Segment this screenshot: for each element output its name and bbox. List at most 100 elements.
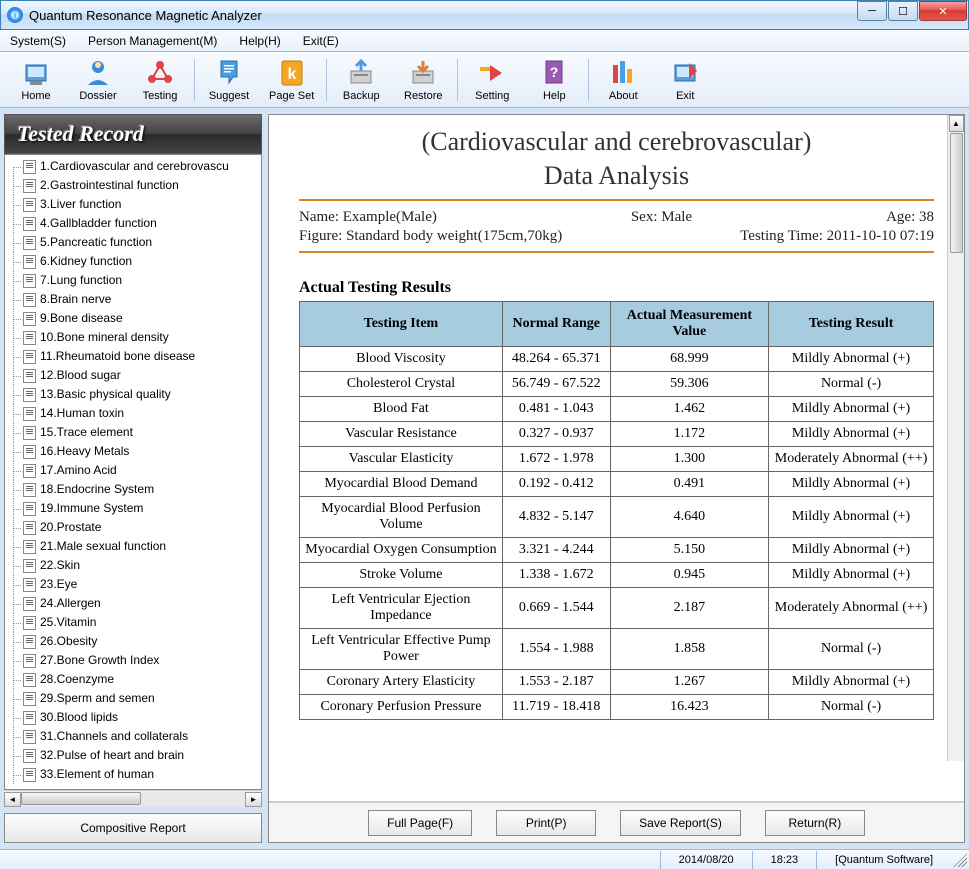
sidebar-item-label: 12.Blood sugar (40, 367, 121, 384)
status-date: 2014/08/20 (660, 851, 752, 869)
close-button[interactable]: ✕ (919, 1, 967, 21)
sidebar-item-label: 26.Obesity (40, 633, 97, 650)
minimize-button[interactable]: ─ (857, 1, 887, 21)
sidebar-item[interactable]: 14.Human toxin (5, 404, 261, 423)
table-cell: 1.462 (610, 396, 769, 421)
sidebar-item[interactable]: 3.Liver function (5, 195, 261, 214)
fullpage-button[interactable]: Full Page(F) (368, 810, 472, 836)
menu-exit[interactable]: Exit(E) (297, 32, 345, 50)
sidebar-item[interactable]: 12.Blood sugar (5, 366, 261, 385)
toolbar-restore-label: Restore (404, 90, 443, 102)
sidebar-item-label: 31.Channels and collaterals (40, 728, 188, 745)
about-icon (607, 57, 639, 89)
sidebar-item[interactable]: 5.Pancreatic function (5, 233, 261, 252)
scroll-track[interactable] (21, 792, 245, 807)
sidebar-item[interactable]: 2.Gastrointestinal function (5, 176, 261, 195)
sidebar-item[interactable]: 30.Blood lipids (5, 708, 261, 727)
toolbar-backup[interactable]: Backup (331, 55, 391, 104)
sidebar-item[interactable]: 26.Obesity (5, 632, 261, 651)
sidebar-item[interactable]: 18.Endocrine System (5, 480, 261, 499)
sidebar-item[interactable]: 29.Sperm and semen (5, 689, 261, 708)
toolbar-setting[interactable]: Setting (462, 55, 522, 104)
sidebar-item[interactable]: 24.Allergen (5, 594, 261, 613)
toolbar-home[interactable]: Home (6, 55, 66, 104)
table-cell: 0.481 - 1.043 (502, 396, 610, 421)
save-report-button[interactable]: Save Report(S) (620, 810, 741, 836)
svg-text:?: ? (550, 64, 559, 80)
table-cell: 0.945 (610, 562, 769, 587)
document-icon (23, 255, 36, 269)
table-row: Myocardial Blood Demand0.192 - 0.4120.49… (300, 471, 934, 496)
table-cell: Coronary Perfusion Pressure (300, 694, 503, 719)
sidebar-item[interactable]: 21.Male sexual function (5, 537, 261, 556)
toolbar-exit[interactable]: Exit (655, 55, 715, 104)
scroll-thumb[interactable] (21, 792, 141, 805)
table-row: Blood Fat0.481 - 1.0431.462Mildly Abnorm… (300, 396, 934, 421)
sidebar-item[interactable]: 13.Basic physical quality (5, 385, 261, 404)
sidebar-item-label: 10.Bone mineral density (40, 329, 169, 346)
scroll-thumb[interactable] (950, 133, 963, 253)
toolbar-testing[interactable]: Testing (130, 55, 190, 104)
table-cell: 0.491 (610, 471, 769, 496)
sidebar-item[interactable]: 32.Pulse of heart and brain (5, 746, 261, 765)
toolbar-help[interactable]: ? Help (524, 55, 584, 104)
sidebar-item[interactable]: 7.Lung function (5, 271, 261, 290)
sidebar-item[interactable]: 19.Immune System (5, 499, 261, 518)
sidebar-hscrollbar[interactable]: ◄ ► (4, 790, 262, 807)
maximize-button[interactable]: ☐ (888, 1, 918, 21)
sidebar-item[interactable]: 15.Trace element (5, 423, 261, 442)
toolbar-separator (194, 59, 195, 101)
sidebar-item-label: 25.Vitamin (40, 614, 96, 631)
exit-icon (669, 57, 701, 89)
sidebar-item[interactable]: 28.Coenzyme (5, 670, 261, 689)
table-cell: Stroke Volume (300, 562, 503, 587)
sidebar-item[interactable]: 11.Rheumatoid bone disease (5, 347, 261, 366)
print-button[interactable]: Print(P) (496, 810, 596, 836)
sidebar-item[interactable]: 6.Kidney function (5, 252, 261, 271)
return-button[interactable]: Return(R) (765, 810, 865, 836)
toolbar-about[interactable]: About (593, 55, 653, 104)
table-cell: Left Ventricular Effective Pump Power (300, 628, 503, 669)
scroll-up-icon[interactable]: ▲ (949, 115, 964, 132)
sidebar-item[interactable]: 17.Amino Acid (5, 461, 261, 480)
table-cell: 1.672 - 1.978 (502, 446, 610, 471)
sidebar-title: Tested Record (17, 121, 144, 147)
compositive-report-button[interactable]: Compositive Report (4, 813, 262, 843)
results-table: Testing ItemNormal RangeActual Measureme… (299, 301, 934, 720)
document-icon (23, 179, 36, 193)
table-cell: Myocardial Blood Demand (300, 471, 503, 496)
report-viewport[interactable]: (Cardiovascular and cerebrovascular) Dat… (269, 115, 964, 802)
scroll-right-icon[interactable]: ► (245, 792, 262, 807)
document-icon (23, 160, 36, 174)
toolbar-suggest[interactable]: Suggest (199, 55, 259, 104)
sidebar-item[interactable]: 10.Bone mineral density (5, 328, 261, 347)
sidebar-item[interactable]: 25.Vitamin (5, 613, 261, 632)
document-icon (23, 749, 36, 763)
sidebar-item[interactable]: 22.Skin (5, 556, 261, 575)
sidebar-tree[interactable]: 1.Cardiovascular and cerebrovascu2.Gastr… (4, 154, 262, 790)
report-vscrollbar[interactable]: ▲ (947, 115, 964, 761)
resize-grip-icon[interactable] (953, 853, 967, 867)
sidebar-item[interactable]: 23.Eye (5, 575, 261, 594)
sidebar-item[interactable]: 16.Heavy Metals (5, 442, 261, 461)
report-title-line2: Data Analysis (544, 161, 689, 190)
document-icon (23, 711, 36, 725)
sidebar-item[interactable]: 27.Bone Growth Index (5, 651, 261, 670)
toolbar-restore[interactable]: Restore (393, 55, 453, 104)
sidebar-item[interactable]: 20.Prostate (5, 518, 261, 537)
menu-person[interactable]: Person Management(M) (82, 32, 223, 50)
toolbar-pageset[interactable]: k Page Set (261, 55, 322, 104)
menu-system[interactable]: System(S) (4, 32, 72, 50)
menu-help[interactable]: Help(H) (233, 32, 286, 50)
scroll-left-icon[interactable]: ◄ (4, 792, 21, 807)
sidebar-item[interactable]: 8.Brain nerve (5, 290, 261, 309)
sidebar-item[interactable]: 33.Element of human (5, 765, 261, 784)
sidebar-item[interactable]: 4.Gallbladder function (5, 214, 261, 233)
table-row: Left Ventricular Ejection Impedance0.669… (300, 587, 934, 628)
report-body: (Cardiovascular and cerebrovascular) Dat… (269, 115, 964, 730)
sidebar-item[interactable]: 1.Cardiovascular and cerebrovascu (5, 157, 261, 176)
toolbar-dossier[interactable]: Dossier (68, 55, 128, 104)
sidebar-item[interactable]: 9.Bone disease (5, 309, 261, 328)
sidebar-item[interactable]: 31.Channels and collaterals (5, 727, 261, 746)
table-cell: Mildly Abnormal (+) (769, 537, 934, 562)
